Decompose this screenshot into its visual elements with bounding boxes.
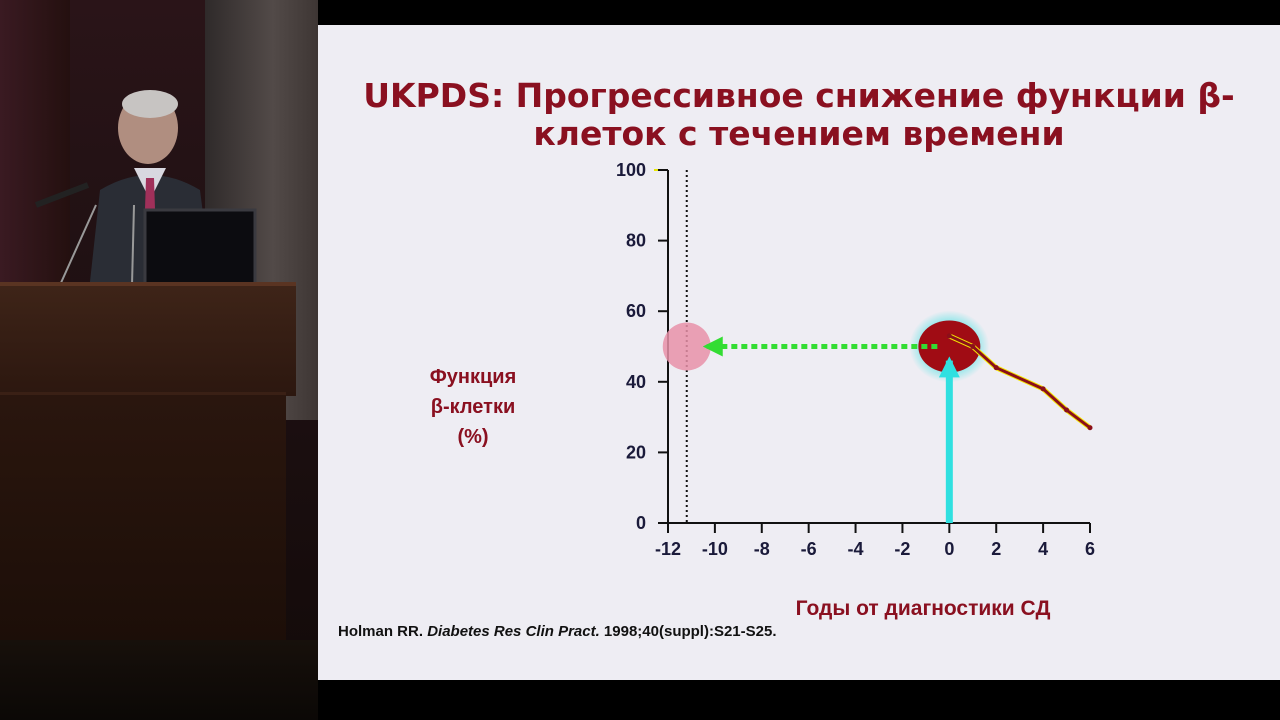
citation-author: Holman RR. bbox=[338, 623, 428, 640]
speaker-figure bbox=[34, 90, 257, 300]
y-tick-label: 60 bbox=[626, 301, 646, 321]
y-tick-label: 40 bbox=[626, 372, 646, 392]
x-tick-label: -6 bbox=[801, 539, 817, 559]
beta-cell-function-chart: 0 20 40 60 80 100 -12 -10 -8 -6 -4 -2 0 2 4 6 bbox=[616, 160, 1095, 559]
x-tick-label: -2 bbox=[894, 539, 910, 559]
y-tick-label: 80 bbox=[626, 231, 646, 251]
podium-body bbox=[0, 392, 286, 645]
diagnosis-circle bbox=[918, 320, 981, 373]
floor bbox=[0, 640, 318, 720]
series-point bbox=[1064, 407, 1070, 413]
series-point bbox=[1087, 425, 1093, 431]
podium-top bbox=[0, 282, 296, 396]
y-axis-label-line-1: Функция bbox=[429, 366, 517, 388]
x-tick-label: 4 bbox=[1038, 539, 1048, 559]
x-tick-label: -10 bbox=[702, 539, 728, 559]
presentation-slide: UKPDS: Прогрессивное снижение функции β-… bbox=[318, 25, 1280, 680]
x-tick-label: 2 bbox=[991, 539, 1001, 559]
citation-journal: Diabetes Res Clin Pract. bbox=[427, 623, 600, 640]
y-tick-label: 20 bbox=[626, 442, 646, 462]
onset-circle bbox=[662, 322, 711, 371]
speaker-video bbox=[0, 0, 318, 720]
y-axis-label-line-2: β-клетки bbox=[430, 396, 516, 418]
x-tick-label: -8 bbox=[754, 539, 770, 559]
series-point bbox=[946, 333, 952, 339]
x-tick-label: -4 bbox=[848, 539, 864, 559]
slide-title-line-1: UKPDS: Прогрессивное снижение функции β- bbox=[363, 76, 1235, 115]
x-axis-label: Годы от диагностики СД bbox=[795, 597, 1051, 620]
series-point bbox=[970, 344, 976, 349]
series-line bbox=[948, 334, 1091, 429]
x-tick-label: -12 bbox=[655, 539, 681, 559]
y-axis-label-line-3: (%) bbox=[457, 426, 489, 448]
slide-title-line-2: клеток с течением времени bbox=[533, 114, 1065, 153]
y-tick-label: 0 bbox=[636, 513, 646, 533]
slide-title: UKPDS: Прогрессивное снижение функции β-… bbox=[318, 77, 1280, 153]
citation-details: 1998;40(suppl):S21-S25. bbox=[599, 623, 777, 640]
x-tick-label: 0 bbox=[944, 539, 954, 559]
citation: Holman RR. Diabetes Res Clin Pract. 1998… bbox=[338, 623, 777, 640]
series-point bbox=[993, 365, 999, 371]
series-point bbox=[1040, 386, 1046, 392]
y-axis-label: Функция β-клетки (%) bbox=[398, 362, 548, 452]
x-tick-label: 6 bbox=[1085, 539, 1095, 559]
y-tick-label: 100 bbox=[616, 160, 646, 180]
